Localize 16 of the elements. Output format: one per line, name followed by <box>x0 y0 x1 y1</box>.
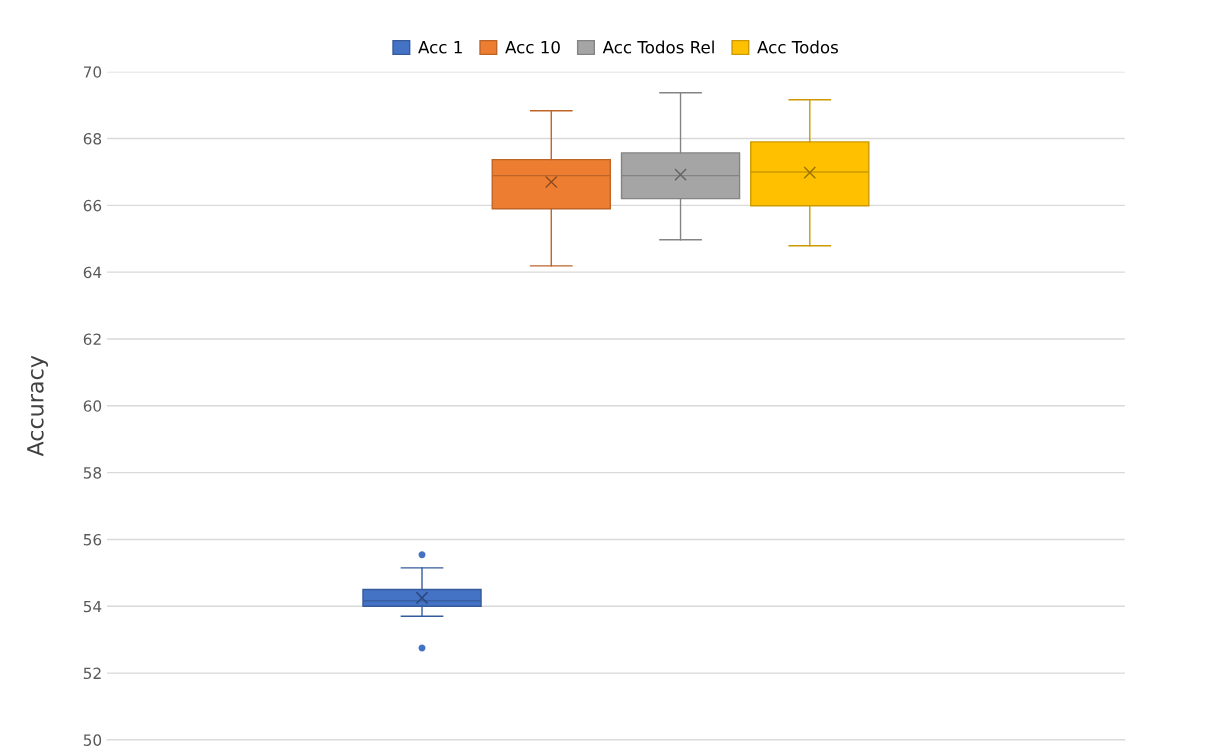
y-tick-label: 52 <box>83 667 101 680</box>
y-tick-label: 54 <box>83 600 102 613</box>
y-tick-label: 60 <box>83 400 102 412</box>
y-axis-title: Accuracy <box>27 355 48 457</box>
y-tick-label: 58 <box>83 467 102 479</box>
y-tick-label: 50 <box>83 734 102 746</box>
legend-label: Acc Todos Rel <box>602 40 714 54</box>
y-tick-label: 70 <box>83 66 102 78</box>
legend-label: Acc Todos <box>757 40 838 54</box>
y-tick-label: 68 <box>83 133 102 145</box>
y-tick-label: 64 <box>83 266 102 279</box>
y-tick-label: 62 <box>83 333 101 346</box>
legend-label: Acc 1 <box>418 41 462 54</box>
y-tick-label: 56 <box>83 533 102 546</box>
y-tick-label: 66 <box>83 199 102 212</box>
legend-label: Acc 10 <box>505 40 560 54</box>
